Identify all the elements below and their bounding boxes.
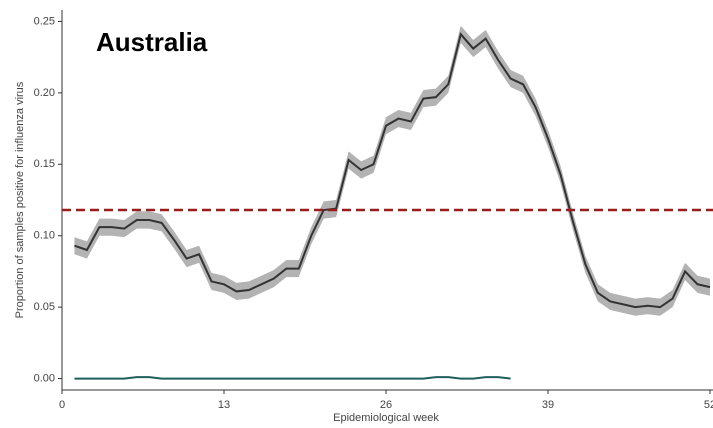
- x-axis-label: Epidemiological week: [333, 412, 439, 424]
- y-tick-label: 0.25: [34, 15, 55, 27]
- confidence-band: [74, 25, 710, 316]
- y-tick-label: 0.15: [34, 158, 55, 170]
- chart-title: Australia: [96, 27, 208, 57]
- x-tick-label: 13: [218, 399, 230, 411]
- y-tick-label: 0.10: [34, 230, 55, 242]
- x-tick-label: 39: [542, 399, 554, 411]
- y-tick-label: 0.00: [34, 372, 55, 384]
- line: [74, 32, 711, 309]
- y-tick-label: 0.05: [34, 301, 55, 313]
- y-tick-label: 0.20: [34, 87, 55, 99]
- line: [74, 376, 511, 380]
- y-axis-label: Proportion of samples positive for influ…: [14, 81, 26, 318]
- x-tick-label: 0: [59, 399, 65, 411]
- x-tick-label: 26: [380, 399, 392, 411]
- x-tick-label: 52: [704, 399, 713, 411]
